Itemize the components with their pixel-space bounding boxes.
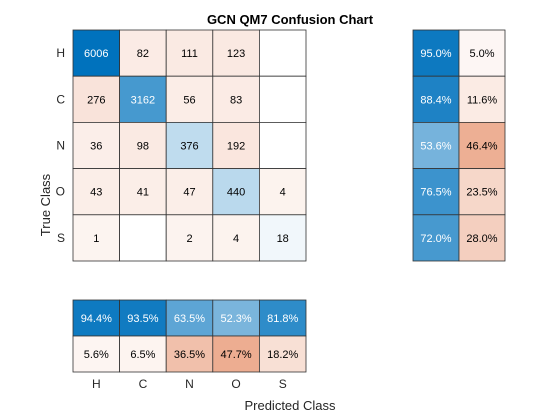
row-summary-correct-cell bbox=[412, 168, 460, 216]
column-summary-correct-value: 52.3% bbox=[220, 313, 251, 325]
matrix-cell bbox=[212, 122, 260, 170]
column-summary-incorrect-cell bbox=[119, 335, 167, 373]
matrix-value: 192 bbox=[227, 141, 245, 153]
matrix-value: 123 bbox=[227, 48, 245, 60]
row-summary-incorrect-cell bbox=[458, 122, 506, 170]
matrix-cell bbox=[258, 29, 307, 77]
matrix-cell bbox=[119, 75, 167, 123]
matrix-cell bbox=[72, 214, 120, 262]
matrix-cell bbox=[119, 168, 167, 216]
column-summary-incorrect-value: 5.6% bbox=[84, 349, 109, 361]
column-summary-correct-cell bbox=[165, 299, 214, 337]
row-summary-correct-value: 95.0% bbox=[420, 48, 451, 60]
class-labels: H H C C N N O O S S bbox=[56, 46, 287, 391]
matrix-cell bbox=[72, 29, 120, 77]
y-tick-label: S bbox=[57, 231, 65, 245]
column-summary-incorrect-cell bbox=[212, 335, 260, 373]
x-tick-label: C bbox=[139, 377, 148, 391]
matrix-value: 2 bbox=[186, 233, 192, 245]
matrix-cell bbox=[258, 214, 307, 262]
y-axis-label: True Class bbox=[38, 173, 53, 236]
column-summary-correct-value: 93.5% bbox=[127, 313, 158, 325]
column-summary-correct-value: 81.8% bbox=[267, 313, 298, 325]
y-tick-label: H bbox=[56, 46, 65, 60]
matrix-value: 82 bbox=[137, 48, 149, 60]
matrix-cell bbox=[212, 214, 260, 262]
row-summary-incorrect-value: 46.4% bbox=[466, 141, 497, 153]
row-summary-incorrect-cell bbox=[458, 214, 506, 262]
row-summary-incorrect-cell bbox=[458, 29, 506, 77]
row-summary-incorrect-value: 5.0% bbox=[469, 48, 494, 60]
row-summary-correct-value: 76.5% bbox=[420, 187, 451, 199]
row-summary-incorrect-cell bbox=[458, 75, 506, 123]
matrix-value: 41 bbox=[137, 187, 149, 199]
matrix-value: 6006 bbox=[84, 48, 108, 60]
matrix-value: 3162 bbox=[131, 94, 155, 106]
matrix-value: 4 bbox=[280, 187, 286, 199]
row-summary-correct-cell bbox=[412, 29, 460, 77]
y-tick-label: C bbox=[56, 92, 65, 106]
matrix-value: 36 bbox=[90, 141, 102, 153]
matrix-value: 18 bbox=[277, 233, 289, 245]
matrix-value: 56 bbox=[183, 94, 195, 106]
matrix-cell bbox=[119, 214, 167, 262]
matrix-cell bbox=[212, 168, 260, 216]
matrix-value: 47 bbox=[183, 187, 195, 199]
matrix-cell bbox=[119, 29, 167, 77]
matrix-cell bbox=[258, 168, 307, 216]
row-summary-incorrect-value: 11.6% bbox=[467, 94, 498, 106]
column-summary-correct-value: 94.4% bbox=[81, 313, 112, 325]
column-summary-incorrect-cell bbox=[165, 335, 214, 373]
column-summary-incorrect-cell bbox=[258, 335, 307, 373]
row-summary-correct-value: 72.0% bbox=[420, 233, 451, 245]
matrix-cell bbox=[165, 29, 214, 77]
matrix-cell bbox=[165, 214, 214, 262]
column-summary-correct-cell bbox=[258, 299, 307, 337]
matrix-value: 43 bbox=[90, 187, 102, 199]
matrix-cell bbox=[119, 122, 167, 170]
row-summary-incorrect-value: 28.0% bbox=[466, 233, 497, 245]
y-tick-label: N bbox=[56, 139, 65, 153]
row-summary-incorrect-cell bbox=[458, 168, 506, 216]
matrix-value: 276 bbox=[87, 94, 105, 106]
matrix-value: 440 bbox=[227, 187, 245, 199]
row-summary: 95.0% 5.0% 88.4% 11.6% 53.6% 46.4% 76.5% 23.5% 7… bbox=[412, 29, 506, 262]
column-summary-incorrect-value: 6.5% bbox=[130, 349, 155, 361]
y-tick-label: O bbox=[56, 185, 65, 199]
matrix-value: 4 bbox=[233, 233, 239, 245]
x-axis-label: Predicted Class bbox=[244, 398, 336, 413]
chart-title: GCN QM7 Confusion Chart bbox=[207, 12, 374, 27]
matrix-value: 83 bbox=[230, 94, 242, 106]
column-summary: 94.4% 5.6% 93.5% 6.5% 63.5% 36.5% 52.3% 47.7% 81… bbox=[72, 299, 307, 373]
matrix-cell bbox=[258, 122, 307, 170]
row-summary-incorrect-value: 23.5% bbox=[466, 187, 497, 199]
matrix-value: 98 bbox=[137, 141, 149, 153]
matrix-cell bbox=[212, 75, 260, 123]
column-summary-incorrect-value: 36.5% bbox=[174, 349, 205, 361]
column-summary-incorrect-value: 18.2% bbox=[267, 349, 298, 361]
matrix-cell bbox=[258, 75, 307, 123]
x-tick-label: O bbox=[231, 377, 240, 391]
matrix-value: 111 bbox=[181, 48, 198, 60]
x-tick-label: N bbox=[185, 377, 194, 391]
matrix-value: 1 bbox=[93, 233, 99, 245]
column-summary-correct-value: 63.5% bbox=[174, 313, 205, 325]
x-tick-label: H bbox=[92, 377, 101, 391]
row-summary-correct-value: 88.4% bbox=[420, 94, 451, 106]
matrix-value: 376 bbox=[180, 141, 198, 153]
row-summary-correct-value: 53.6% bbox=[420, 141, 451, 153]
x-tick-label: S bbox=[279, 377, 287, 391]
column-summary-incorrect-value: 47.7% bbox=[220, 349, 251, 361]
